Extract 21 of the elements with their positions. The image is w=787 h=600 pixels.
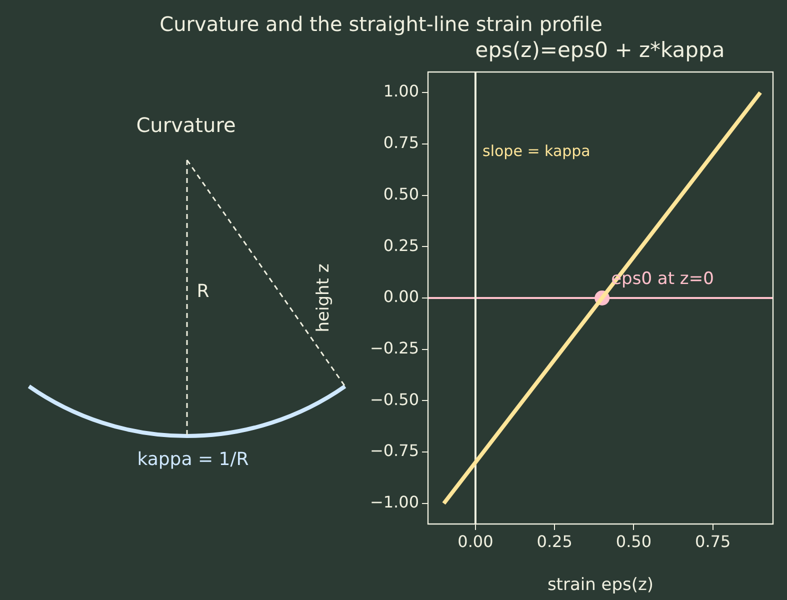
y-tick-label: −0.75 [370,441,419,460]
y-tick-label: −0.25 [370,338,419,358]
x-tick-label: 0.25 [536,532,572,551]
x-tick-label: 0.75 [695,532,731,551]
text: Curvature [136,113,236,137]
x-axis-title: strain eps(z) [547,575,654,596]
y-tick-label: −1.00 [370,492,419,512]
y-tick-label: 1.00 [383,82,419,101]
text: kappa = 1/R [137,449,249,470]
y-tick-label: 0.50 [383,184,419,204]
y-tick-label: 0.00 [383,287,419,306]
text: Curvature and the straight-line strain profile [160,12,602,36]
text: R [196,281,210,302]
y-tick-label: 0.25 [383,236,419,255]
x-tick-label: 0.00 [458,532,494,551]
chart-title: eps(z)=eps0 + z*kappa [475,38,725,62]
y-axis-title: height z [314,264,334,332]
y-tick-label: −0.50 [370,390,419,409]
x-tick-label: 0.50 [616,532,652,551]
annotation: slope = kappa [482,142,590,160]
y-tick-label: 0.75 [383,133,419,152]
